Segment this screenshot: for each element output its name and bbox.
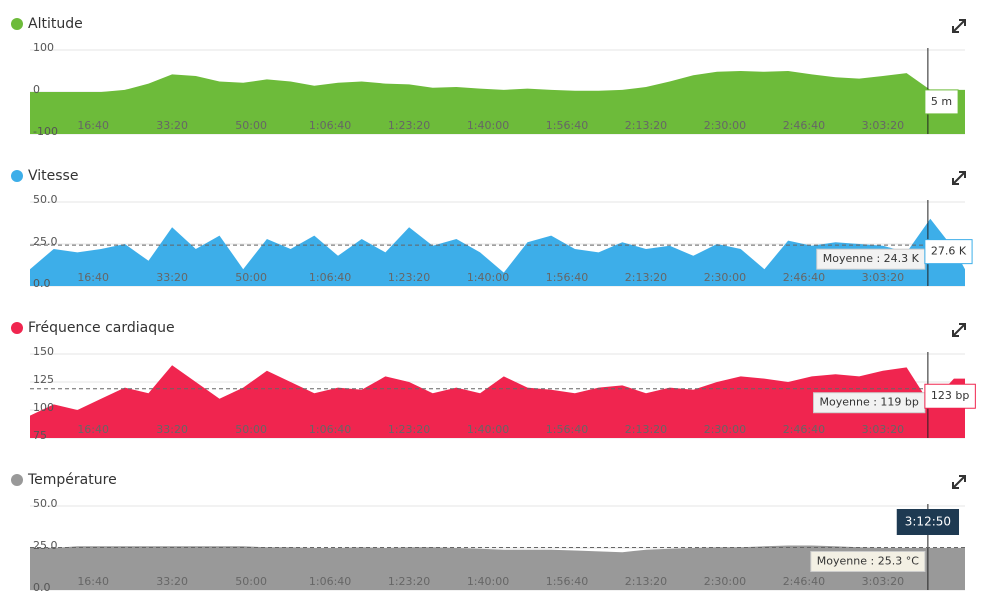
- x-tick-label: 1:56:40: [546, 575, 588, 588]
- hover-box: [924, 239, 973, 265]
- x-tick-label: 3:03:20: [862, 575, 904, 588]
- x-tick-label: 3:03:20: [862, 119, 904, 132]
- x-tick-label: 1:40:00: [467, 423, 509, 436]
- x-tick-label: 2:13:20: [625, 575, 667, 588]
- x-tick-label: 3:03:20: [862, 423, 904, 436]
- legend-dot: [11, 18, 23, 30]
- x-tick-label: 1:40:00: [467, 119, 509, 132]
- mean-tooltip: Moyenne : 24.3 K: [816, 248, 926, 270]
- x-tick-label: 16:40: [77, 423, 109, 436]
- x-tick-label: 1:40:00: [467, 271, 509, 284]
- area: [30, 545, 965, 590]
- mean-label: Moyenne : 25.3 °C: [817, 554, 919, 567]
- x-tick-label: 50:00: [235, 423, 267, 436]
- y-tick-label: -100: [33, 125, 58, 138]
- y-tick-label: 25.0: [33, 539, 58, 552]
- hover-box: [924, 383, 976, 409]
- x-tick-label: 2:46:40: [783, 271, 825, 284]
- x-tick-label: 3:03:20: [862, 271, 904, 284]
- x-tick-label: 16:40: [77, 119, 109, 132]
- x-tick-label: 33:20: [156, 271, 188, 284]
- expand-icon[interactable]: [952, 19, 966, 33]
- x-tick-label: 2:30:00: [704, 119, 746, 132]
- x-tick-label: 1:40:00: [467, 575, 509, 588]
- chart-title: Fréquence cardiaque: [28, 320, 175, 336]
- time-tooltip: 3:12:50: [896, 509, 960, 535]
- x-tick-label: 2:30:00: [704, 575, 746, 588]
- hover-tooltip: 5 m: [924, 89, 959, 115]
- expand-icon[interactable]: [952, 171, 966, 185]
- x-tick-label: 50:00: [235, 119, 267, 132]
- y-tick-label: 100: [33, 401, 54, 414]
- area: [30, 218, 965, 286]
- x-tick-label: 1:56:40: [546, 119, 588, 132]
- y-tick-label: 25.0: [33, 235, 58, 248]
- time-label: 3:12:50: [905, 515, 951, 529]
- mean-tooltip: Moyenne : 119 bp: [813, 392, 926, 414]
- x-tick-label: 1:23:20: [388, 119, 430, 132]
- x-tick-label: 2:30:00: [704, 271, 746, 284]
- mean-label: Moyenne : 24.3 K: [823, 252, 920, 265]
- x-tick-label: 2:46:40: [783, 575, 825, 588]
- x-tick-label: 1:23:20: [388, 575, 430, 588]
- y-tick-label: 100: [33, 41, 54, 54]
- mean-box: [810, 550, 926, 572]
- x-tick-label: 1:06:40: [309, 575, 351, 588]
- y-tick-label: 75: [33, 429, 47, 442]
- hover-tooltip: 123 bp: [924, 383, 976, 409]
- legend-dot: [11, 170, 23, 182]
- x-tick-label: 2:30:00: [704, 423, 746, 436]
- x-tick-label: 1:56:40: [546, 423, 588, 436]
- area: [30, 365, 965, 438]
- y-tick-label: 150: [33, 345, 54, 358]
- y-tick-label: 50.0: [33, 497, 58, 510]
- expand-icon[interactable]: [952, 323, 966, 337]
- x-tick-label: 1:23:20: [388, 271, 430, 284]
- x-tick-label: 33:20: [156, 423, 188, 436]
- x-tick-label: 1:06:40: [309, 423, 351, 436]
- x-tick-label: 2:46:40: [783, 423, 825, 436]
- chart-title: Vitesse: [28, 168, 78, 184]
- y-tick-label: 50.0: [33, 193, 58, 206]
- legend-dot: [11, 322, 23, 334]
- y-tick-label: 0.0: [33, 277, 51, 290]
- y-tick-label: 0.0: [33, 581, 51, 594]
- x-tick-label: 50:00: [235, 575, 267, 588]
- hover-label: 5 m: [931, 95, 952, 108]
- x-tick-label: 2:13:20: [625, 271, 667, 284]
- x-tick-label: 2:13:20: [625, 119, 667, 132]
- x-tick-label: 50:00: [235, 271, 267, 284]
- x-tick-label: 16:40: [77, 271, 109, 284]
- x-tick-label: 16:40: [77, 575, 109, 588]
- x-tick-label: 1:23:20: [388, 423, 430, 436]
- chart-title: Altitude: [28, 16, 83, 32]
- x-tick-label: 2:46:40: [783, 119, 825, 132]
- hover-box: [924, 89, 959, 115]
- x-tick-label: 33:20: [156, 575, 188, 588]
- hover-tooltip: 27.6 K: [924, 239, 973, 265]
- x-tick-label: 33:20: [156, 119, 188, 132]
- y-tick-label: 0: [33, 83, 40, 96]
- area: [30, 71, 965, 134]
- x-tick-label: 1:06:40: [309, 271, 351, 284]
- time-box: [896, 509, 960, 535]
- mean-label: Moyenne : 119 bp: [820, 396, 919, 409]
- x-tick-label: 1:06:40: [309, 119, 351, 132]
- x-tick-label: 2:13:20: [625, 423, 667, 436]
- legend-dot: [11, 474, 23, 486]
- hover-label: 123 bp: [931, 389, 969, 402]
- hover-label: 27.6 K: [931, 245, 967, 258]
- y-tick-label: 125: [33, 373, 54, 386]
- mean-tooltip: Moyenne : 25.3 °C: [810, 550, 926, 572]
- x-tick-label: 1:56:40: [546, 271, 588, 284]
- chart-title: Température: [27, 472, 117, 488]
- expand-icon[interactable]: [952, 475, 966, 489]
